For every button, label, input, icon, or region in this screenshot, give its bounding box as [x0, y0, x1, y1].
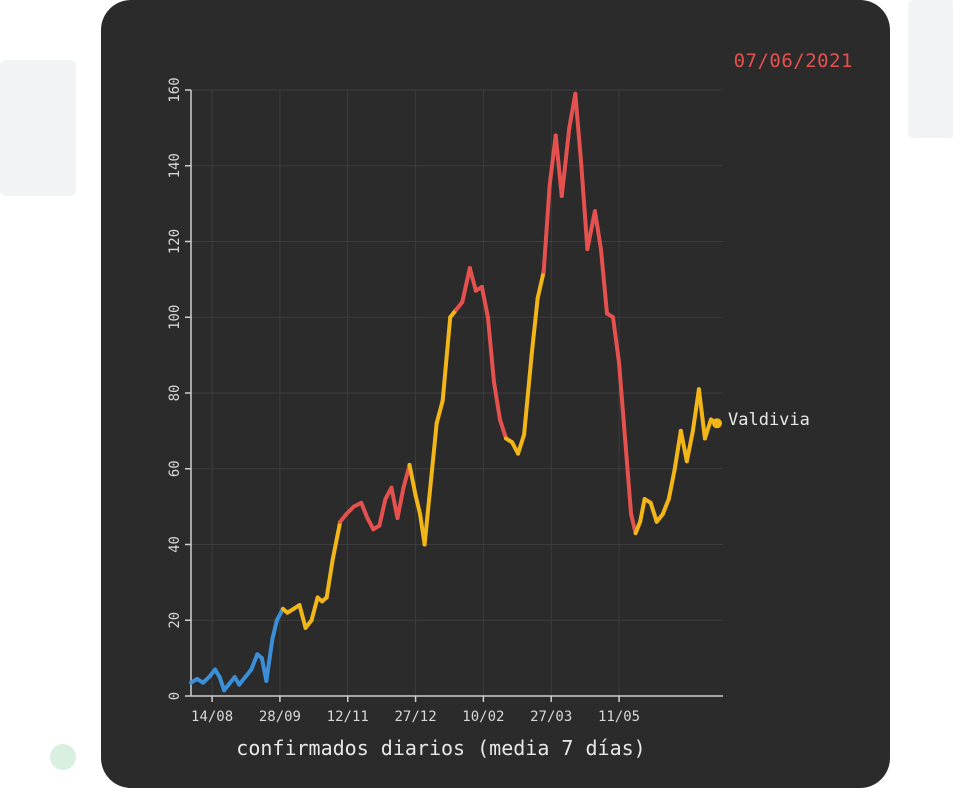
series-segment — [702, 417, 713, 441]
y-tick-label: 60 — [167, 460, 183, 477]
series-segment — [407, 462, 418, 498]
background-right-panel — [905, 0, 953, 797]
series-segment — [633, 519, 643, 536]
series-segment — [427, 421, 439, 502]
series-segment — [485, 315, 496, 384]
series-segment — [460, 266, 472, 305]
series-segment — [324, 557, 335, 600]
series-segment — [611, 315, 622, 365]
series-segment — [579, 163, 590, 252]
series-segment — [617, 360, 628, 441]
series-segment — [440, 315, 453, 403]
series-segment — [696, 387, 707, 441]
background-card — [908, 0, 953, 138]
series-segment — [274, 606, 285, 623]
series-segment — [249, 652, 260, 672]
series-segment — [395, 485, 406, 520]
series-segment — [434, 398, 445, 426]
series-segment — [672, 428, 683, 471]
series-end-point — [712, 418, 722, 429]
series-segment — [648, 500, 659, 524]
line-chart: 0 20 40 60 80 100 120 140 160 14/08 28/09 12/11 27/1… — [167, 77, 723, 725]
series-segment — [522, 353, 534, 437]
series-segment — [666, 466, 677, 502]
series-segment — [598, 247, 609, 316]
series-segment — [638, 497, 647, 524]
series-segment — [330, 519, 343, 562]
x-tick-label: 10/02 — [462, 709, 504, 725]
series-segment — [541, 182, 552, 274]
series-segment — [573, 91, 584, 168]
background-left-panel — [0, 0, 100, 797]
series-label: Valdivia — [728, 410, 810, 430]
series-segment — [264, 637, 275, 683]
series-segment — [422, 497, 432, 547]
background-card — [0, 60, 76, 196]
series-segment — [516, 432, 527, 456]
series-segment — [559, 125, 572, 199]
x-axis-label: confirmados diarios (media 7 días) — [236, 736, 646, 760]
x-tick-label: 28/09 — [259, 709, 301, 725]
y-tick-label: 140 — [167, 153, 183, 178]
x-tick-label: 11/05 — [598, 709, 640, 725]
y-tick-label: 20 — [167, 612, 183, 629]
series-segment — [585, 209, 597, 252]
series-segment — [270, 618, 279, 642]
series-segment — [365, 515, 376, 532]
series-segment — [535, 269, 546, 301]
x-tick-label: 27/03 — [530, 709, 572, 725]
series-segment — [592, 209, 603, 252]
chart-card: 0 20 40 60 80 100 120 140 160 14/08 28/09 12/11 27/1… — [101, 0, 890, 788]
series-segment — [529, 296, 540, 358]
series-segment — [377, 497, 388, 528]
y-tick-label: 0 — [167, 692, 183, 700]
x-tick-label: 14/08 — [191, 709, 233, 725]
y-tick-label: 120 — [167, 229, 183, 254]
series-segment — [623, 436, 634, 517]
x-tick-label: 12/11 — [327, 709, 369, 725]
series-segment — [553, 133, 564, 199]
series-segment — [309, 595, 320, 623]
background-badge — [50, 744, 76, 770]
series-segment — [467, 266, 478, 293]
y-tick-label: 100 — [167, 305, 183, 330]
series-segment — [359, 500, 370, 520]
series-segment — [491, 379, 502, 422]
y-tick-label: 80 — [167, 385, 183, 402]
series-segment — [684, 428, 695, 464]
date-label: 07/06/2021 — [733, 50, 853, 72]
series-segment — [497, 417, 508, 441]
series-segment — [297, 603, 308, 630]
y-tick-label: 40 — [167, 536, 183, 553]
series-segment — [479, 284, 490, 320]
y-tick-label: 160 — [167, 77, 183, 102]
x-tick-label: 27/12 — [394, 709, 436, 725]
series-segment — [413, 493, 423, 517]
series-segment — [660, 497, 671, 517]
